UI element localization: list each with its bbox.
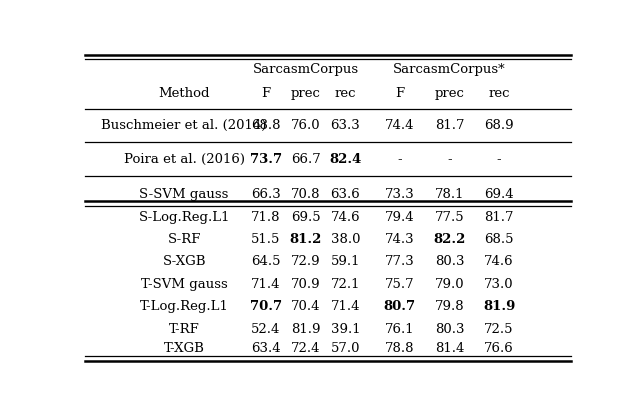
Text: S-XGB: S-XGB xyxy=(163,256,206,269)
Text: 76.1: 76.1 xyxy=(385,323,415,336)
Text: Method: Method xyxy=(159,87,210,100)
Text: 59.1: 59.1 xyxy=(331,256,360,269)
Text: 80.3: 80.3 xyxy=(435,323,464,336)
Text: 81.7: 81.7 xyxy=(484,211,514,224)
Text: 68.5: 68.5 xyxy=(484,233,514,246)
Text: 75.7: 75.7 xyxy=(385,278,415,291)
Text: 69.4: 69.4 xyxy=(484,188,514,201)
Text: S-SVM gauss: S-SVM gauss xyxy=(140,188,229,201)
Text: SarcasmCorpus*: SarcasmCorpus* xyxy=(393,63,506,76)
Text: F: F xyxy=(261,87,271,100)
Text: 64.5: 64.5 xyxy=(252,256,281,269)
Text: 66.3: 66.3 xyxy=(251,188,281,201)
Text: rec: rec xyxy=(335,87,356,100)
Text: prec: prec xyxy=(435,87,465,100)
Text: 72.5: 72.5 xyxy=(484,323,514,336)
Text: 74.3: 74.3 xyxy=(385,233,415,246)
Text: Buschmeier et al. (2014): Buschmeier et al. (2014) xyxy=(102,119,267,133)
Text: T-Log.Reg.L1: T-Log.Reg.L1 xyxy=(140,300,228,313)
Text: 63.3: 63.3 xyxy=(330,119,360,133)
Text: 81.4: 81.4 xyxy=(435,342,464,355)
Text: 78.1: 78.1 xyxy=(435,188,464,201)
Text: 69.5: 69.5 xyxy=(291,211,321,224)
Text: 77.5: 77.5 xyxy=(435,211,465,224)
Text: 70.4: 70.4 xyxy=(291,300,321,313)
Text: T-SVM gauss: T-SVM gauss xyxy=(141,278,228,291)
Text: 81.2: 81.2 xyxy=(289,233,322,246)
Text: 73.3: 73.3 xyxy=(385,188,415,201)
Text: 71.4: 71.4 xyxy=(331,300,360,313)
Text: -: - xyxy=(447,153,452,166)
Text: 63.6: 63.6 xyxy=(330,188,360,201)
Text: 57.0: 57.0 xyxy=(331,342,360,355)
Text: 66.7: 66.7 xyxy=(291,153,321,166)
Text: 68.9: 68.9 xyxy=(484,119,514,133)
Text: -: - xyxy=(397,153,402,166)
Text: 80.7: 80.7 xyxy=(384,300,416,313)
Text: 51.5: 51.5 xyxy=(252,233,281,246)
Text: 76.0: 76.0 xyxy=(291,119,321,133)
Text: 72.9: 72.9 xyxy=(291,256,321,269)
Text: 82.2: 82.2 xyxy=(433,233,466,246)
Text: F: F xyxy=(396,87,404,100)
Text: 79.8: 79.8 xyxy=(435,300,465,313)
Text: 73.7: 73.7 xyxy=(250,153,282,166)
Text: 73.0: 73.0 xyxy=(484,278,514,291)
Text: 72.4: 72.4 xyxy=(291,342,321,355)
Text: 78.8: 78.8 xyxy=(385,342,415,355)
Text: 81.7: 81.7 xyxy=(435,119,464,133)
Text: 74.6: 74.6 xyxy=(484,256,514,269)
Text: 74.6: 74.6 xyxy=(330,211,360,224)
Text: 39.1: 39.1 xyxy=(330,323,360,336)
Text: SarcasmCorpus: SarcasmCorpus xyxy=(253,63,359,76)
Text: 80.3: 80.3 xyxy=(435,256,464,269)
Text: 70.8: 70.8 xyxy=(291,188,321,201)
Text: 72.1: 72.1 xyxy=(331,278,360,291)
Text: S-Log.Reg.L1: S-Log.Reg.L1 xyxy=(138,211,230,224)
Text: S-RF: S-RF xyxy=(168,233,201,246)
Text: 68.8: 68.8 xyxy=(252,119,281,133)
Text: 81.9: 81.9 xyxy=(483,300,515,313)
Text: 70.9: 70.9 xyxy=(291,278,321,291)
Text: 52.4: 52.4 xyxy=(252,323,281,336)
Text: 77.3: 77.3 xyxy=(385,256,415,269)
Text: 74.4: 74.4 xyxy=(385,119,415,133)
Text: T-XGB: T-XGB xyxy=(164,342,205,355)
Text: 71.4: 71.4 xyxy=(252,278,281,291)
Text: 38.0: 38.0 xyxy=(331,233,360,246)
Text: -: - xyxy=(497,153,501,166)
Text: 79.4: 79.4 xyxy=(385,211,415,224)
Text: rec: rec xyxy=(488,87,510,100)
Text: T-RF: T-RF xyxy=(169,323,200,336)
Text: 63.4: 63.4 xyxy=(251,342,281,355)
Text: 76.6: 76.6 xyxy=(484,342,514,355)
Text: 70.7: 70.7 xyxy=(250,300,282,313)
Text: Poira et al. (2016): Poira et al. (2016) xyxy=(124,153,244,166)
Text: 79.0: 79.0 xyxy=(435,278,465,291)
Text: prec: prec xyxy=(291,87,321,100)
Text: 71.8: 71.8 xyxy=(252,211,281,224)
Text: 82.4: 82.4 xyxy=(329,153,362,166)
Text: 81.9: 81.9 xyxy=(291,323,321,336)
